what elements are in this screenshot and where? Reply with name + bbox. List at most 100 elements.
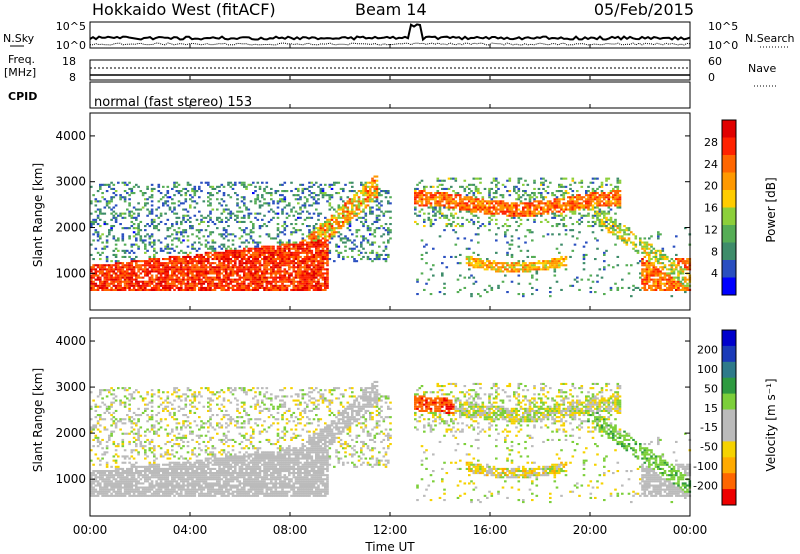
power-cell (515, 264, 518, 267)
power-cell (112, 284, 116, 287)
power-cell (164, 262, 167, 265)
power-cell (285, 225, 289, 228)
power-cell (94, 229, 98, 232)
power-cell (369, 200, 372, 203)
power-cell (436, 177, 440, 180)
power-cell (157, 229, 161, 232)
power-cell (506, 291, 509, 294)
power-cell (225, 270, 228, 273)
power-cell (342, 200, 345, 203)
power-cell (375, 183, 379, 186)
power-cell (479, 264, 482, 267)
power-cell (373, 220, 377, 223)
power-cell (144, 274, 147, 277)
power-cell (222, 233, 226, 236)
power-cell (560, 262, 563, 265)
power-cell (243, 229, 246, 232)
power-cell (173, 229, 176, 232)
power-cell (261, 258, 264, 261)
power-cell (299, 278, 302, 281)
power-cell (297, 262, 300, 265)
power-cell (492, 266, 496, 269)
power-cell (420, 239, 424, 242)
power-cell (308, 235, 311, 238)
power-cell (189, 282, 192, 285)
power-cell (92, 239, 95, 242)
power-cell (265, 280, 269, 283)
power-cell (211, 185, 215, 188)
power-cell (317, 233, 320, 236)
power-cell (533, 181, 536, 184)
power-cell (222, 251, 226, 254)
power-cell (263, 258, 266, 261)
power-cell (434, 192, 437, 195)
power-cell (578, 208, 581, 211)
power-cell (245, 208, 248, 211)
power-cell (517, 181, 521, 184)
power-cell (654, 255, 658, 258)
power-cell (607, 196, 611, 199)
power-cell (312, 245, 316, 248)
power-cell (362, 198, 365, 201)
power-cell (324, 239, 327, 242)
velocity-cell (92, 480, 95, 483)
power-cell (612, 266, 615, 269)
power-cell (173, 185, 176, 188)
power-cell (236, 253, 239, 256)
power-cell (666, 268, 669, 271)
power-cell (443, 216, 446, 219)
power-cell (101, 272, 104, 275)
freq-tick-top: 18 (62, 55, 76, 68)
power-cell (535, 204, 539, 207)
power-cell (321, 284, 325, 287)
power-cell (312, 212, 316, 215)
power-cell (153, 243, 156, 246)
power-cell (326, 218, 329, 221)
power-cell (594, 192, 597, 195)
power-cell (375, 196, 379, 199)
power-cell (184, 251, 188, 254)
power-cell (508, 179, 512, 182)
power-cell (186, 270, 190, 273)
power-cell (335, 181, 338, 184)
power-cell (283, 220, 287, 223)
power-cell (258, 286, 262, 289)
power-cell (137, 245, 140, 248)
power-cell (227, 255, 230, 258)
power-cell (229, 181, 233, 184)
power-cell (303, 204, 307, 207)
power-cell (339, 233, 343, 236)
power-cell (490, 286, 494, 289)
power-cell (225, 288, 228, 291)
power-cell (137, 282, 140, 285)
power-cell (436, 179, 440, 182)
power-cell (261, 282, 264, 285)
power-cell (306, 258, 309, 261)
power-cell (157, 284, 161, 287)
power-cell (580, 202, 584, 205)
power-cell (369, 206, 372, 209)
power-cell (90, 266, 93, 269)
power-cell (319, 284, 323, 287)
power-cell (540, 212, 543, 215)
power-cell (456, 223, 460, 226)
power-cell (123, 274, 127, 277)
power-cell (265, 286, 269, 289)
power-cell (506, 179, 509, 182)
power-cell (312, 270, 316, 273)
power-cell (166, 284, 170, 287)
power-cell (324, 216, 327, 219)
power-cell (452, 206, 455, 209)
velocity-cell (101, 486, 104, 489)
power-cell (585, 198, 588, 201)
power-cell (416, 183, 419, 186)
power-cell (220, 218, 224, 221)
power-cell (524, 235, 527, 238)
power-cell (229, 196, 233, 199)
power-cell (252, 251, 255, 254)
power-cell (276, 284, 280, 287)
power-cell (166, 243, 170, 246)
power-cell (450, 255, 453, 258)
power-cell (659, 282, 662, 285)
power-cell (562, 202, 566, 205)
